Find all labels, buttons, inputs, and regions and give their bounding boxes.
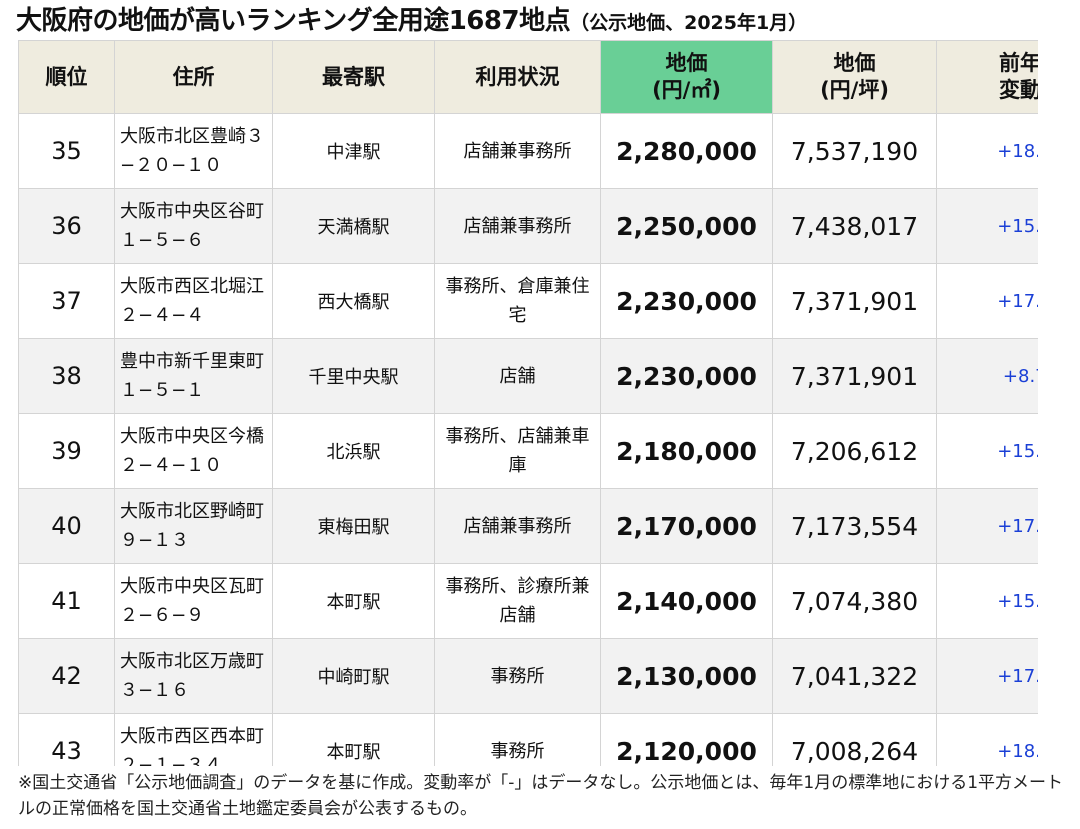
address-cell: 大阪市北区野崎町９−１３ <box>114 488 273 564</box>
station-cell: 北浜駅 <box>272 413 435 489</box>
rank-cell: 41 <box>18 563 115 639</box>
station-cell: 千里中央駅 <box>272 338 435 414</box>
station-cell: 天満橋駅 <box>272 188 435 264</box>
price-tsubo-cell: 7,438,017 <box>772 188 937 264</box>
station-cell: 中崎町駅 <box>272 638 435 714</box>
table-row: 41 大阪市中央区瓦町２−６−９ 本町駅 事務所、診療所兼店舗 2,140,00… <box>18 563 1038 639</box>
change-cell: +17.30 <box>936 488 1038 564</box>
usage-cell: 事務所、診療所兼店舗 <box>434 563 601 639</box>
table-row: 36 大阪市中央区谷町１−５−６ 天満橋駅 店舗兼事務所 2,250,000 7… <box>18 188 1038 264</box>
price-tsubo-cell: 7,008,264 <box>772 713 937 766</box>
price-tsubo-cell: 7,537,190 <box>772 113 937 189</box>
price-sqm-cell: 2,130,000 <box>600 638 773 714</box>
usage-cell: 事務所、倉庫兼住宅 <box>434 263 601 339</box>
table-row: 38 豊中市新千里東町１−５−１ 千里中央駅 店舗 2,230,000 7,37… <box>18 338 1038 414</box>
price-tsubo-cell: 7,074,380 <box>772 563 937 639</box>
price-sqm-cell: 2,120,000 <box>600 713 773 766</box>
station-cell: 東梅田駅 <box>272 488 435 564</box>
price-sqm-cell: 2,140,000 <box>600 563 773 639</box>
change-cell: +18.44 <box>936 713 1038 766</box>
station-cell: 本町駅 <box>272 563 435 639</box>
station-cell: 中津駅 <box>272 113 435 189</box>
usage-cell: 店舗兼事務所 <box>434 113 601 189</box>
rank-cell: 38 <box>18 338 115 414</box>
usage-cell: 店舗兼事務所 <box>434 188 601 264</box>
table-row: 43 大阪市西区西本町２−１−３４ 本町駅 事務所 2,120,000 7,00… <box>18 713 1038 766</box>
header-address: 住所 <box>114 40 273 114</box>
change-cell: +17.03 <box>936 638 1038 714</box>
change-cell: +15.34 <box>936 413 1038 489</box>
usage-cell: 店舗兼事務所 <box>434 488 601 564</box>
price-tsubo-cell: 7,041,322 <box>772 638 937 714</box>
footnote: ※国土交通省「公示地価調査」のデータを基に作成。変動率が「-」はデータなし。公示… <box>18 773 1064 819</box>
table-row: 40 大阪市北区野崎町９−１３ 東梅田駅 店舗兼事務所 2,170,000 7,… <box>18 488 1038 564</box>
title-sub: （公示地価、2025年1月） <box>570 12 808 34</box>
table-row: 35 大阪市北区豊崎３−２０−１０ 中津駅 店舗兼事務所 2,280,000 7… <box>18 113 1038 189</box>
price-tsubo-cell: 7,371,901 <box>772 263 937 339</box>
price-sqm-cell: 2,180,000 <box>600 413 773 489</box>
header-yoy-change: 前年比変動率 <box>936 40 1038 114</box>
header-rank: 順位 <box>18 40 115 114</box>
change-cell: +8.78 <box>936 338 1038 414</box>
address-cell: 大阪市西区西本町２−１−３４ <box>114 713 273 766</box>
header-usage: 利用状況 <box>434 40 601 114</box>
rank-cell: 40 <box>18 488 115 564</box>
address-cell: 大阪市中央区瓦町２−６−９ <box>114 563 273 639</box>
address-cell: 大阪市北区豊崎３−２０−１０ <box>114 113 273 189</box>
ranking-table: 順位 住所 最寄駅 利用状況 地価(円/㎡) 地価(円/坪) 前年比変動率 35… <box>18 40 1038 766</box>
title-main: 大阪府の地価が高いランキング全用途1687地点 <box>16 6 571 36</box>
address-cell: 大阪市西区北堀江２−４−４ <box>114 263 273 339</box>
price-sqm-cell: 2,230,000 <box>600 338 773 414</box>
usage-cell: 事務所 <box>434 638 601 714</box>
price-tsubo-cell: 7,371,901 <box>772 338 937 414</box>
price-sqm-cell: 2,230,000 <box>600 263 773 339</box>
price-tsubo-cell: 7,173,554 <box>772 488 937 564</box>
price-sqm-cell: 2,170,000 <box>600 488 773 564</box>
change-cell: +15.05 <box>936 563 1038 639</box>
header-price-per-tsubo: 地価 (円/坪) <box>772 40 937 114</box>
table-row: 39 大阪市中央区今橋２−４−１０ 北浜駅 事務所、店舗兼車庫 2,180,00… <box>18 413 1038 489</box>
table-header-row: 順位 住所 最寄駅 利用状況 地価(円/㎡) 地価(円/坪) 前年比変動率 <box>18 40 1038 114</box>
rank-cell: 37 <box>18 263 115 339</box>
rank-cell: 43 <box>18 713 115 766</box>
price-tsubo-cell: 7,206,612 <box>772 413 937 489</box>
rank-cell: 35 <box>18 113 115 189</box>
usage-cell: 店舗 <box>434 338 601 414</box>
address-cell: 大阪市中央区今橋２−４−１０ <box>114 413 273 489</box>
change-cell: +17.37 <box>936 263 1038 339</box>
table-row: 42 大阪市北区万歳町３−１６ 中崎町駅 事務所 2,130,000 7,041… <box>18 638 1038 714</box>
price-sqm-cell: 2,250,000 <box>600 188 773 264</box>
rank-cell: 42 <box>18 638 115 714</box>
header-price-per-sqm: 地価 (円/㎡) <box>600 40 773 114</box>
header-station: 最寄駅 <box>272 40 435 114</box>
rank-cell: 39 <box>18 413 115 489</box>
change-cell: +15.98 <box>936 188 1038 264</box>
price-sqm-cell: 2,280,000 <box>600 113 773 189</box>
address-cell: 大阪市中央区谷町１−５−６ <box>114 188 273 264</box>
change-cell: +18.13 <box>936 113 1038 189</box>
station-cell: 本町駅 <box>272 713 435 766</box>
address-cell: 豊中市新千里東町１−５−１ <box>114 338 273 414</box>
usage-cell: 事務所、店舗兼車庫 <box>434 413 601 489</box>
page-title: 大阪府の地価が高いランキング全用途1687地点（公示地価、2025年1月） <box>16 4 1076 38</box>
address-cell: 大阪市北区万歳町３−１６ <box>114 638 273 714</box>
station-cell: 西大橋駅 <box>272 263 435 339</box>
ranking-table-container: 順位 住所 最寄駅 利用状況 地価(円/㎡) 地価(円/坪) 前年比変動率 35… <box>18 40 1038 766</box>
table-row: 37 大阪市西区北堀江２−４−４ 西大橋駅 事務所、倉庫兼住宅 2,230,00… <box>18 263 1038 339</box>
rank-cell: 36 <box>18 188 115 264</box>
usage-cell: 事務所 <box>434 713 601 766</box>
